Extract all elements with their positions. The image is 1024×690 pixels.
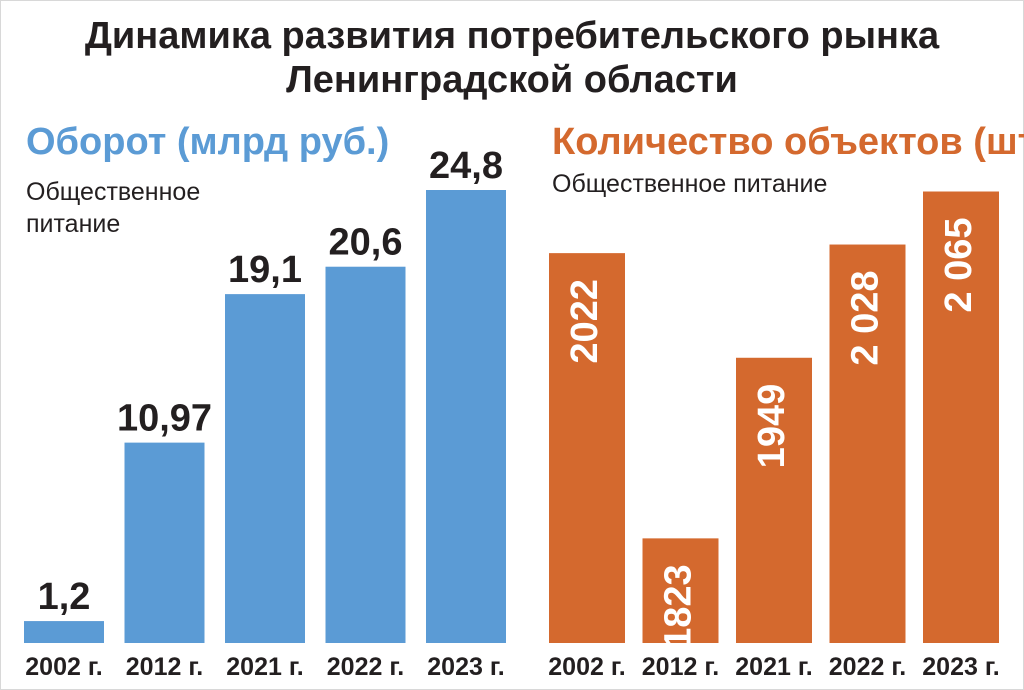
objects-chart-subtitle: Общественное питание [552, 170, 828, 198]
turnover-bar [225, 294, 305, 643]
objects-bar [829, 244, 906, 644]
main-title-line1: Динамика развития потребительского рынка [84, 15, 940, 57]
main-title-line2: Ленинградской области [286, 59, 738, 101]
objects-category-label: 2002 г. [548, 653, 625, 681]
objects-category-label: 2023 г. [922, 653, 999, 681]
objects-category-label: 2012 г. [642, 653, 719, 681]
objects-value-label: 1949 [751, 384, 793, 469]
objects-value-label: 2 028 [845, 271, 887, 366]
turnover-bar [426, 190, 506, 643]
turnover-chart-subtitle: Общественное питание [26, 178, 201, 238]
turnover-chart-title: Оборот (млрд руб.) [26, 121, 390, 163]
turnover-value-label: 19,1 [228, 249, 302, 291]
objects-chart-title: Количество объектов (шт.) [552, 121, 1024, 163]
objects-category-label: 2021 г. [735, 653, 812, 681]
objects-value-label: 1823 [658, 564, 700, 649]
turnover-bar [24, 621, 104, 643]
objects-category-label: 2022 г. [829, 653, 906, 681]
objects-bar [642, 538, 719, 643]
objects-value-label: 2 065 [938, 218, 980, 313]
turnover-category-label: 2012 г. [126, 653, 203, 681]
objects-chart: 2022 2002 г. 1823 2012 г. 1949 2021 г. 2 028 20… [548, 191, 1000, 681]
turnover-bar [124, 442, 205, 643]
turnover-value-label: 20,6 [329, 222, 403, 264]
turnover-category-label: 2002 г. [25, 653, 102, 681]
turnover-value-label: 10,97 [117, 398, 212, 440]
objects-bar [923, 191, 999, 643]
turnover-bar [325, 266, 406, 643]
turnover-category-label: 2023 г. [427, 653, 504, 681]
objects-bar [549, 253, 625, 643]
objects-bar [736, 357, 812, 643]
objects-value-label: 2022 [564, 279, 606, 364]
turnover-chart: 1,2 2002 г. 10,97 2012 г. 19,1 2021 г. 20,6 202… [24, 145, 506, 681]
turnover-value-label: 24,8 [429, 145, 503, 187]
turnover-category-label: 2022 г. [327, 653, 404, 681]
turnover-category-label: 2021 г. [226, 653, 303, 681]
main-title: Динамика развития потребительского рынка… [0, 14, 1024, 102]
turnover-value-label: 1,2 [38, 576, 91, 618]
